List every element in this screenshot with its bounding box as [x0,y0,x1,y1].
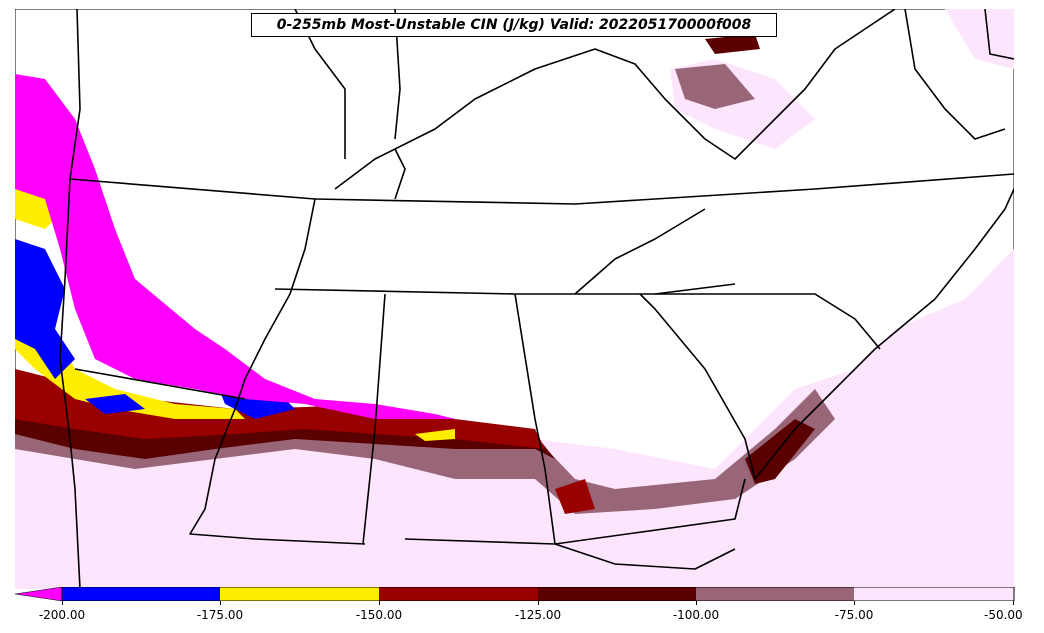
tick-mark [1013,601,1014,605]
colorbar-tick-label: -100.00 [672,608,720,622]
tick-mark [379,601,380,605]
colorbar-tick-label: -200.00 [38,608,86,622]
colorbar-bin-yellow [220,587,379,601]
tick-mark [538,601,539,605]
cin-field-mauve [15,64,835,514]
tick-mark [220,601,221,605]
colorbar-bin-red [379,587,538,601]
colorbar [15,587,1015,601]
colorbar-tick-label: -75.00 [834,608,874,622]
colorbar-tick-label: -150.00 [355,608,403,622]
colorbar-tick-label: -125.00 [514,608,562,622]
tick-mark [854,601,855,605]
map-title: 0-255mb Most-Unstable CIN (J/kg) Valid: … [251,13,777,37]
colorbar-extend-min [15,587,63,601]
colorbar-bin-blue [62,587,220,601]
colorbar-bin-mauve [696,587,854,601]
tick-mark [62,601,63,605]
tick-mark [696,601,697,605]
cin-map [15,9,1014,589]
colorbar-tick-label: -175.00 [196,608,244,622]
colorbar-bin-light-pink [854,587,1014,601]
colorbar-tick-label: -50.00 [983,608,1023,622]
colorbar-bin-dark-red [538,587,696,601]
cin-field-magenta [15,74,455,419]
